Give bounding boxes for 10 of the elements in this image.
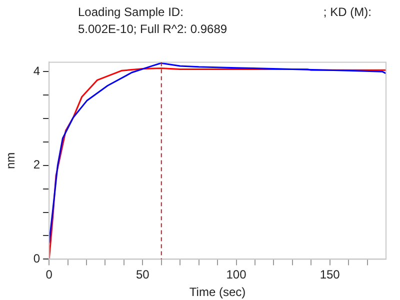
x-tick-label: 100	[226, 268, 247, 282]
chart-title: Loading Sample ID: ; KD (M): 5.002E-10; Full R^2: 0.9689	[78, 4, 372, 38]
y-axis-title: nm	[4, 152, 18, 170]
x-tick-label: 150	[320, 268, 340, 282]
y-tick-label: 4	[33, 64, 40, 78]
x-tick-label: 0	[46, 268, 53, 282]
y-tick-label: 2	[33, 158, 40, 172]
x-axis-title: Time (sec)	[189, 285, 246, 300]
x-tick-label: 50	[136, 268, 150, 282]
y-tick-label: 0	[33, 252, 40, 266]
